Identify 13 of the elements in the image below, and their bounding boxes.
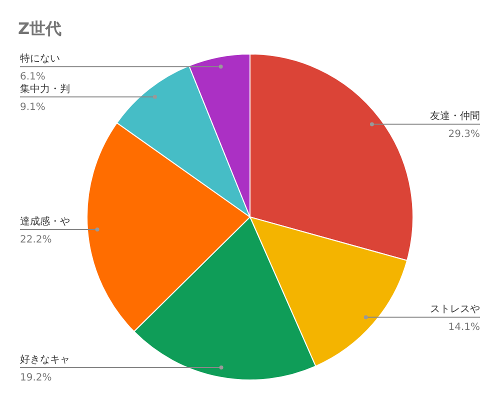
slice-label: ストレスや bbox=[430, 304, 480, 316]
slice-label: 特にない bbox=[20, 52, 60, 65]
slice-label: 達成感・や bbox=[20, 216, 70, 228]
data-label: 29.3% bbox=[448, 129, 480, 140]
data-label: 6.1% bbox=[20, 72, 46, 83]
data-label: 19.2% bbox=[20, 372, 52, 384]
slice-label: 集中力・判 bbox=[20, 82, 70, 95]
data-label: 9.1% bbox=[20, 102, 46, 113]
data-label: 22.2% bbox=[20, 234, 52, 246]
data-label: 14.1% bbox=[448, 322, 480, 334]
slice-label: 友達・仲間 bbox=[430, 110, 480, 122]
chart-title: Z世代 bbox=[18, 19, 62, 38]
slice-label: 好きなキャ bbox=[20, 354, 70, 366]
